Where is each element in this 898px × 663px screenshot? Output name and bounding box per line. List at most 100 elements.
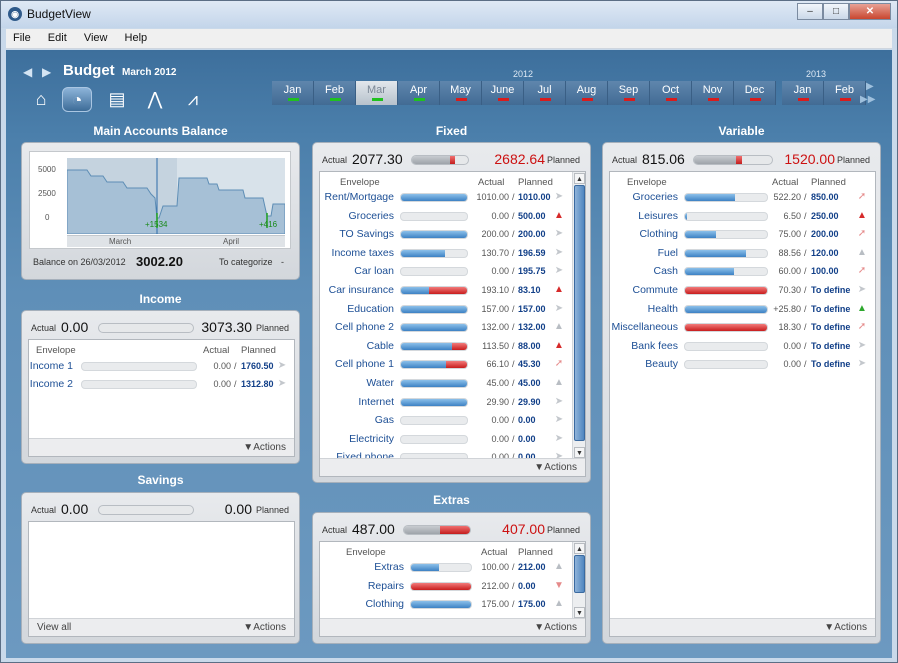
menu-view[interactable]: View <box>83 32 108 44</box>
arrow-up-grey-icon[interactable]: ▲ <box>857 246 867 258</box>
envelope-name[interactable]: Groceries <box>348 209 394 222</box>
envelope-row[interactable]: Leisures 6.50/ 250.00 ▲ <box>610 208 875 226</box>
envelope-planned[interactable]: 200.00 <box>518 229 546 240</box>
envelope-planned[interactable]: 175.00 <box>518 599 546 610</box>
arrow-right-icon[interactable]: ➤ <box>277 360 287 371</box>
month-tab[interactable]: Jan <box>782 81 824 105</box>
month-tab[interactable]: Jul <box>524 81 566 105</box>
fixed-actions-button[interactable]: ▼Actions <box>534 462 577 473</box>
envelope-row[interactable]: Cell phone 1 66.10/45.30 ➚ <box>320 356 572 374</box>
timeline-next-icon[interactable]: ▶ <box>866 81 874 92</box>
arrow-right-icon[interactable]: ➤ <box>857 339 867 351</box>
month-tab[interactable]: Sep <box>608 81 650 105</box>
timeline-fast-forward-icon[interactable]: ▶▶ <box>860 94 876 105</box>
envelope-planned[interactable]: 157.00 <box>518 303 546 314</box>
menu-edit[interactable]: Edit <box>47 32 67 44</box>
envelope-planned[interactable]: To define <box>811 359 851 370</box>
fixed-scrollbar[interactable]: ▲ ▼ <box>572 172 585 460</box>
extras-actions-button[interactable]: ▼Actions <box>534 622 577 633</box>
envelope-planned[interactable]: 1010.00 <box>518 192 551 202</box>
arrow-up-green-icon[interactable]: ▲ <box>857 302 867 314</box>
envelope-name[interactable]: Health <box>647 302 678 315</box>
month-tab[interactable]: May <box>440 81 482 105</box>
envelope-name[interactable]: Education <box>347 302 394 315</box>
envelope-name[interactable]: Car loan <box>354 265 394 278</box>
envelope-name[interactable]: Cell phone 1 <box>335 358 394 371</box>
menu-help[interactable]: Help <box>124 32 148 44</box>
arrow-diag-pink-icon[interactable]: ➚ <box>554 358 564 370</box>
envelope-row[interactable]: Miscellaneous 18.30/ To define ➚ <box>610 319 875 337</box>
prev-month-icon[interactable]: ◀ <box>23 65 33 79</box>
envelope-name[interactable]: Internet <box>358 395 394 408</box>
transactions-document-icon[interactable]: ▤ <box>108 89 126 109</box>
view-all-link[interactable]: View all <box>37 622 72 633</box>
envelope-row[interactable]: Health +25.80/ To define ▲ <box>610 301 875 319</box>
envelope-name[interactable]: TO Savings <box>339 228 394 241</box>
extras-scrollbar[interactable]: ▲ ▼ <box>572 542 585 620</box>
envelope-planned[interactable]: 120.00 <box>811 247 839 258</box>
envelope-row[interactable]: Rent/Mortgage 1010.00/1010.00 ➤ <box>320 189 572 207</box>
arrow-diag-pink-icon[interactable]: ➚ <box>857 191 867 202</box>
arrow-right-icon[interactable]: ➤ <box>554 414 564 426</box>
envelope-row[interactable]: Cell phone 2 132.00/132.00 ▲ <box>320 319 572 337</box>
envelope-planned[interactable]: 1312.80 <box>241 379 274 389</box>
arrow-right-icon[interactable]: ➤ <box>857 284 867 295</box>
envelope-row[interactable]: TO Savings 200.00/200.00 ➤ <box>320 226 572 244</box>
envelope-planned[interactable]: 132.00 <box>518 322 546 333</box>
arrow-up-red-icon[interactable]: ▲ <box>554 339 564 351</box>
envelope-row[interactable]: Income 2 0.00/ 1312.80 ➤ <box>29 376 294 394</box>
arrow-up-grey-icon[interactable]: ▲ <box>554 321 564 333</box>
arrow-up-red-icon[interactable]: ▲ <box>554 209 564 221</box>
envelope-name[interactable]: Fuel <box>657 246 678 259</box>
envelope-planned[interactable]: 195.75 <box>518 266 546 277</box>
month-tab[interactable]: Mar <box>356 81 398 105</box>
envelope-name[interactable]: Clothing <box>639 228 678 241</box>
envelope-row[interactable]: Commute 70.30/ To define ➤ <box>610 282 875 300</box>
envelope-name[interactable]: Extras <box>374 561 404 573</box>
month-tab[interactable]: June <box>482 81 524 105</box>
arrow-diag-pink-icon[interactable]: ➚ <box>857 265 867 277</box>
month-tab[interactable]: Jan <box>272 81 314 105</box>
envelope-name[interactable]: Fixed phone <box>336 451 394 460</box>
envelope-planned[interactable]: 250.00 <box>811 210 839 221</box>
envelope-planned[interactable]: 1760.50 <box>241 361 274 371</box>
envelope-row[interactable]: Beauty 0.00/ To define ➤ <box>610 356 875 374</box>
scroll-up-icon[interactable]: ▲ <box>574 173 585 184</box>
envelope-planned[interactable]: 0.00 <box>518 580 536 591</box>
envelope-planned[interactable]: To define <box>811 322 851 333</box>
envelope-planned[interactable]: 212.00 <box>518 562 546 572</box>
savings-actions-button[interactable]: ▼Actions <box>243 622 286 633</box>
envelope-planned[interactable]: 100.00 <box>811 266 839 277</box>
envelope-name[interactable]: Cell phone 2 <box>335 321 394 334</box>
income-actions-button[interactable]: ▼Actions <box>243 442 286 453</box>
envelope-name[interactable]: Commute <box>632 284 678 296</box>
envelope-planned[interactable]: 0.00 <box>518 415 536 426</box>
envelope-row[interactable]: Car loan 0.00/195.75 ➤ <box>320 263 572 281</box>
envelope-row[interactable]: Fixed phone 0.00/0.00 ➤ <box>320 449 572 460</box>
scroll-thumb[interactable] <box>574 185 585 441</box>
envelope-planned[interactable]: 200.00 <box>811 229 839 240</box>
arrow-right-icon[interactable]: ➤ <box>554 451 564 460</box>
envelope-planned[interactable]: 196.59 <box>518 247 546 258</box>
envelope-row[interactable]: Fuel 88.56/ 120.00 ▲ <box>610 245 875 263</box>
month-tab[interactable]: Feb <box>824 81 866 105</box>
envelope-name[interactable]: Electricity <box>349 432 394 445</box>
close-button[interactable]: ✕ <box>849 3 891 20</box>
envelope-name[interactable]: Miscellaneous <box>611 321 678 334</box>
envelope-name[interactable]: Beauty <box>645 358 678 371</box>
envelope-row[interactable]: Electricity 0.00/0.00 ➤ <box>320 431 572 449</box>
menu-file[interactable]: File <box>13 32 31 44</box>
envelope-planned[interactable]: To define <box>811 340 851 351</box>
envelope-planned[interactable]: 850.00 <box>811 192 839 202</box>
arrow-up-red-icon[interactable]: ▲ <box>554 284 564 295</box>
arrow-up-grey-icon[interactable]: ▲ <box>554 598 564 610</box>
arrow-right-icon[interactable]: ➤ <box>857 358 867 370</box>
envelope-name[interactable]: Groceries <box>632 191 678 203</box>
envelope-planned[interactable]: 45.30 <box>518 359 541 370</box>
arrow-down-pink-icon[interactable]: ▼ <box>554 579 564 591</box>
arrow-up-red-icon[interactable]: ▲ <box>857 209 867 221</box>
envelope-planned[interactable]: 500.00 <box>518 210 546 221</box>
envelope-planned[interactable]: 29.90 <box>518 396 541 407</box>
envelope-row[interactable]: Bank fees 0.00/ To define ➤ <box>610 338 875 356</box>
month-tab[interactable]: Oct <box>650 81 692 105</box>
